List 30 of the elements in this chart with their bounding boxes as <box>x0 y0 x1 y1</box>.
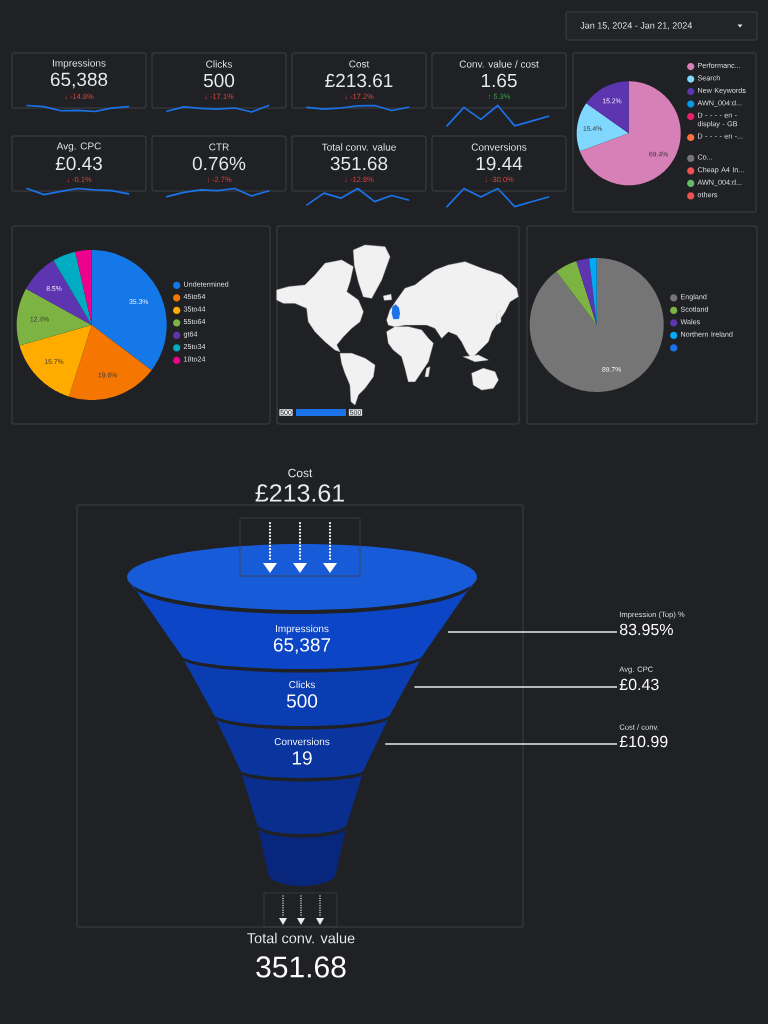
chart-title: Avg. CPC <box>56 142 101 152</box>
chart-subtitle: 351.68 <box>330 156 388 171</box>
chart-title: CTR <box>209 143 229 151</box>
chart-title: Total conv. value <box>321 143 396 151</box>
chart-subtitle: £213.61 <box>325 73 393 88</box>
chart-subtitle: 1.65 <box>481 73 517 88</box>
chart-subtitle: 65,388 <box>50 72 108 89</box>
data-label: 19 <box>292 751 312 765</box>
text: Cost <box>288 468 313 478</box>
chart-title: Cost <box>349 60 370 68</box>
chart-subtitle: 500 <box>203 73 235 88</box>
text: £213.61 <box>255 484 344 502</box>
data-label: 500 <box>286 694 318 708</box>
category-label: Clicks <box>289 680 315 689</box>
category-label: Impressions <box>275 624 329 635</box>
chart-subtitle: £0.43 <box>55 156 102 171</box>
chart-title: Conversions <box>471 143 527 151</box>
chart-subtitle: 0.76% <box>192 156 246 171</box>
chart-title: Conv. value / cost <box>459 60 539 68</box>
text: £0.43 <box>619 678 659 691</box>
text: £10.99 <box>619 735 668 748</box>
text: Jan 15, 2024 - Jan 21, 2024 <box>580 22 693 30</box>
data-label: 65,387 <box>273 638 331 654</box>
chart-title: Impressions <box>52 59 106 69</box>
chart-title: Clicks <box>206 60 232 68</box>
chart-subtitle: 19.44 <box>476 156 523 171</box>
text: Total conv. value <box>247 932 355 944</box>
text: 351.68 <box>256 956 346 978</box>
text: 83.95% <box>619 623 673 636</box>
category-label: Conversions <box>274 737 330 746</box>
